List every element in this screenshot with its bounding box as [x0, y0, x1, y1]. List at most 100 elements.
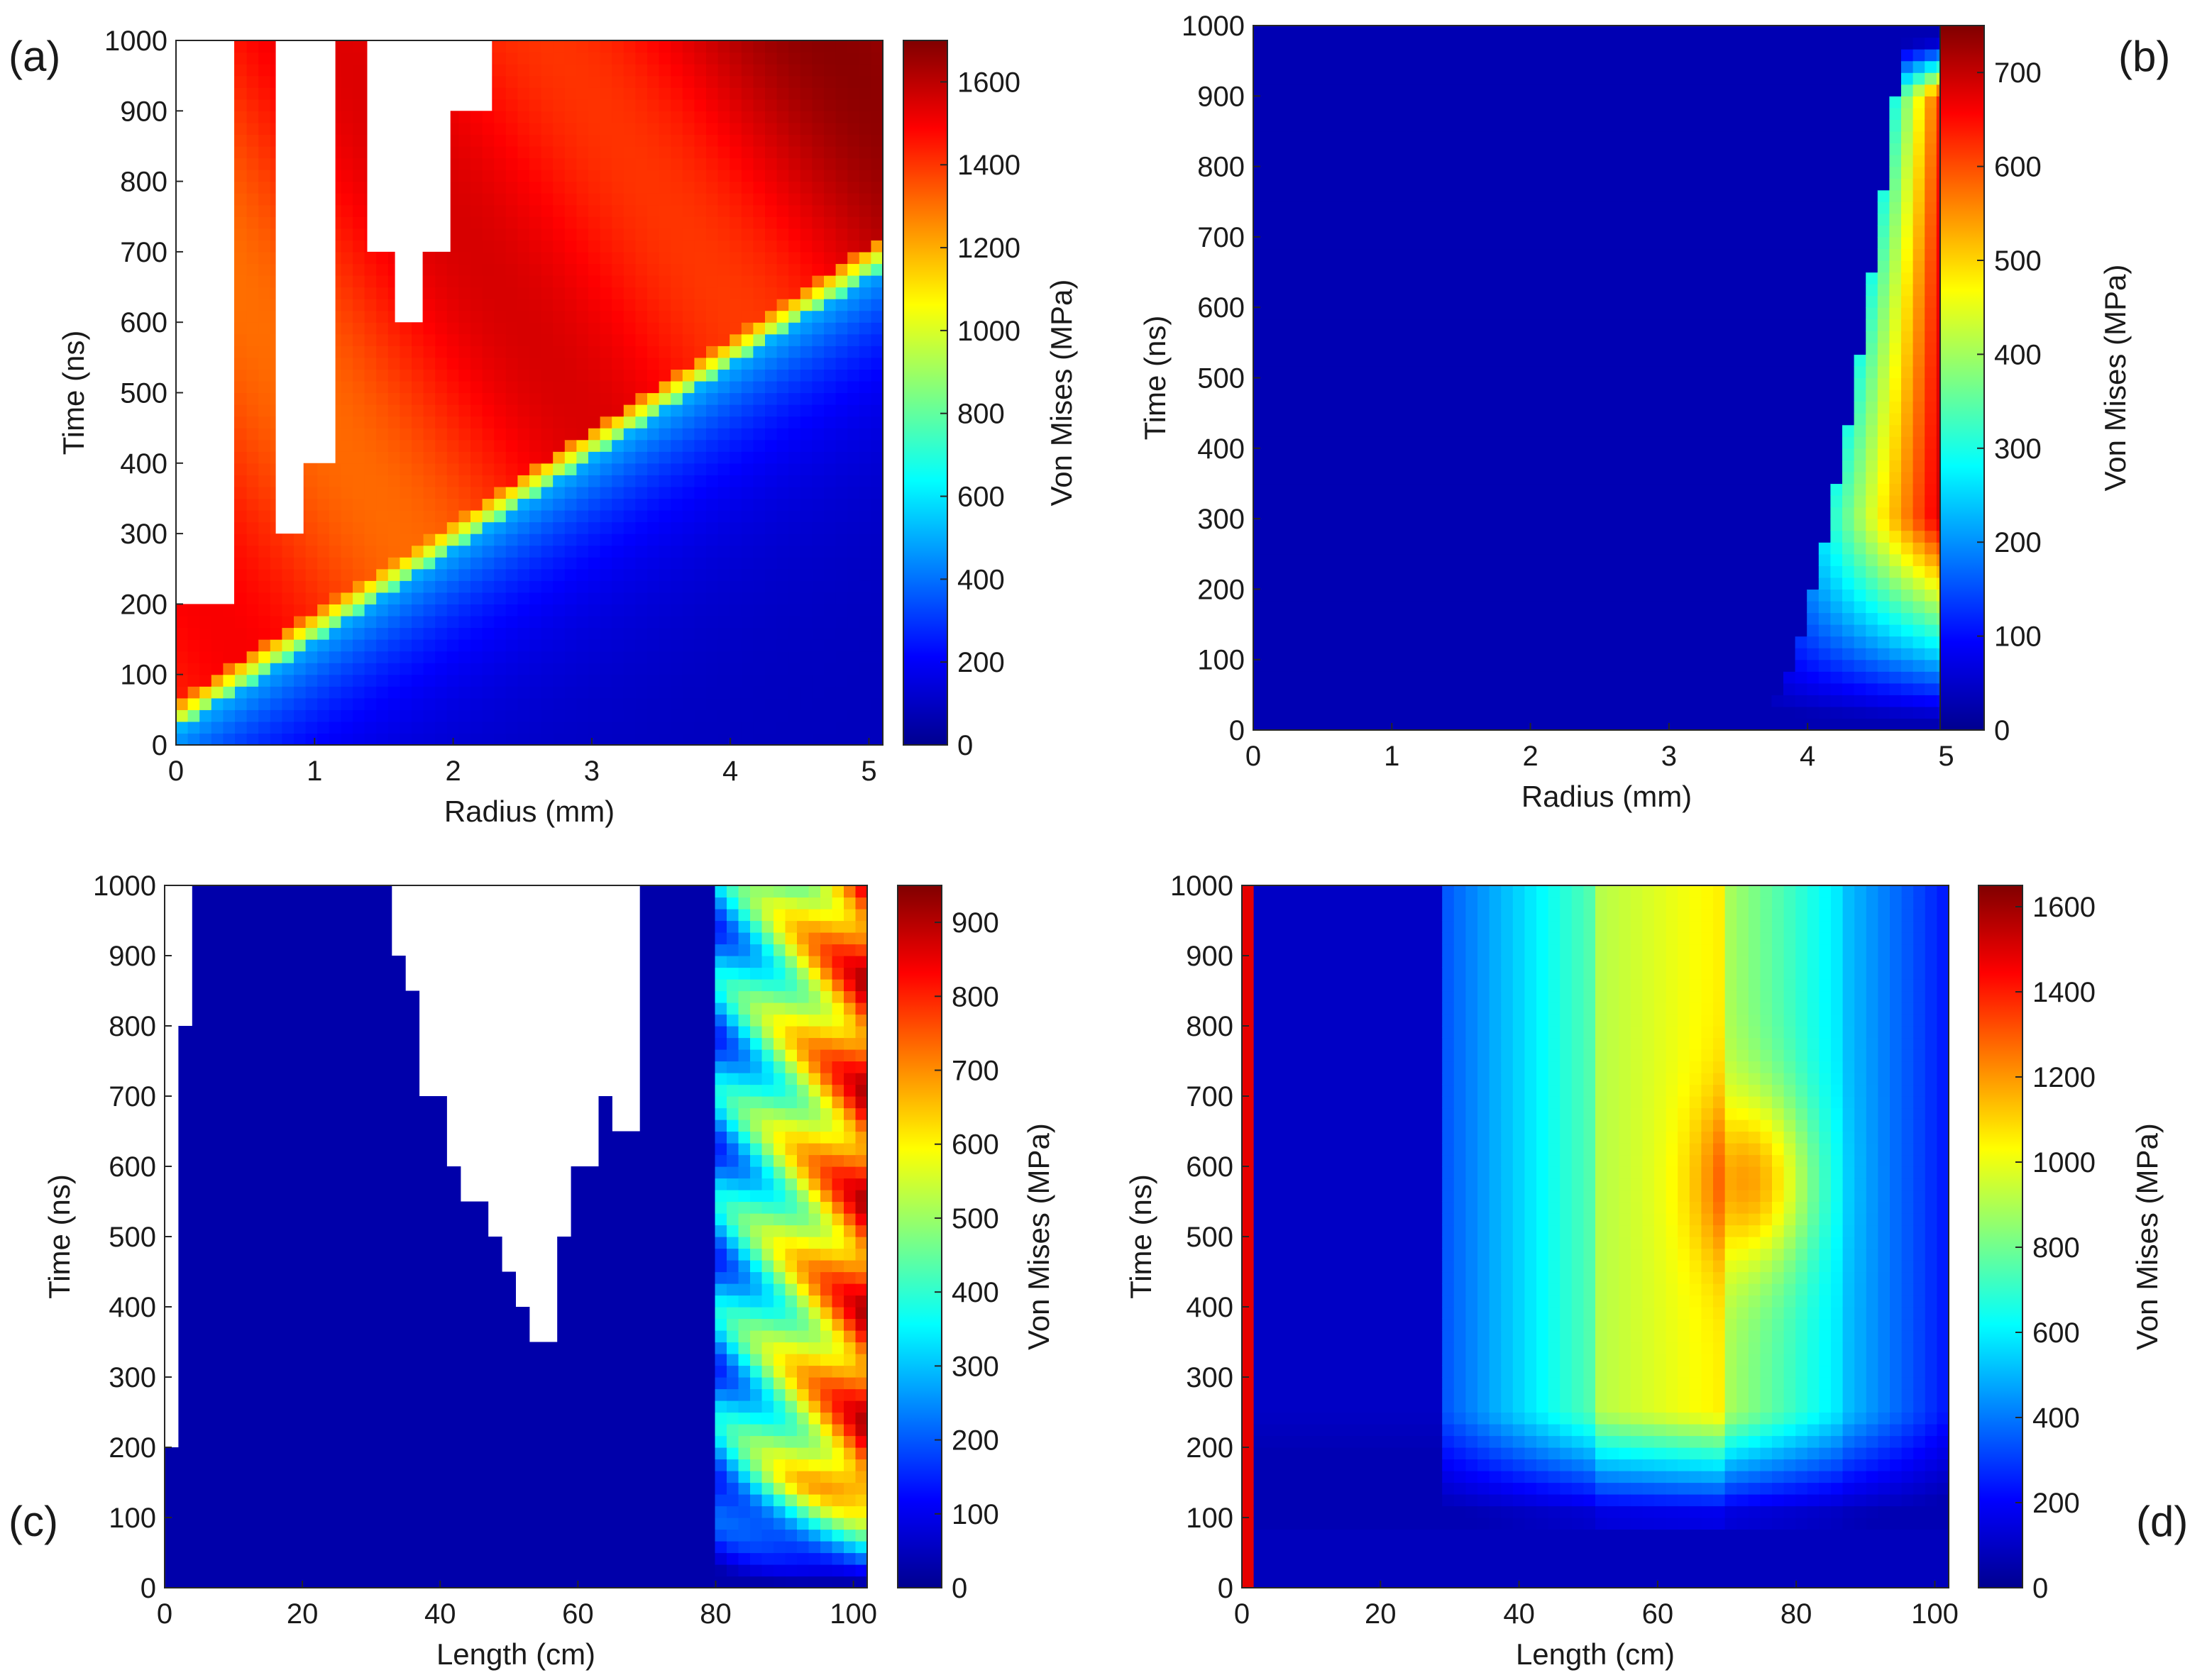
- heatmap-cell: [576, 568, 589, 581]
- heatmap-cell: [753, 240, 766, 253]
- heatmap-cell: [706, 251, 719, 265]
- heatmap-cell: [730, 193, 742, 206]
- heatmap-cell: [1336, 272, 1348, 284]
- heatmap-cell: [682, 333, 695, 346]
- heatmap-cell: [505, 604, 518, 617]
- heatmap-cell: [258, 40, 271, 53]
- heatmap-cell: [776, 557, 789, 570]
- heatmap-cell: [753, 404, 766, 417]
- heatmap-cell: [1371, 107, 1384, 120]
- heatmap-cell: [1371, 225, 1384, 238]
- heatmap-cell: [659, 52, 671, 65]
- heatmap-cell: [1477, 178, 1490, 191]
- heatmap-cell: [1465, 495, 1477, 508]
- heatmap-cell: [671, 475, 683, 487]
- heatmap-cell: [671, 204, 683, 217]
- heatmap-cell: [788, 170, 801, 182]
- heatmap-cell: [647, 204, 660, 217]
- heatmap-cell: [235, 580, 248, 593]
- heatmap-cell: [458, 498, 471, 511]
- heatmap-cell: [765, 439, 778, 452]
- heatmap-cell: [812, 404, 825, 417]
- heatmap-cell: [235, 627, 248, 640]
- heatmap-cell: [765, 592, 778, 604]
- heatmap-cell: [1347, 260, 1360, 273]
- heatmap-cell: [576, 228, 589, 241]
- heatmap-cell: [1441, 624, 1454, 637]
- heatmap-cell: [671, 721, 683, 734]
- heatmap-cell: [470, 604, 483, 617]
- heatmap-cell: [612, 275, 624, 288]
- heatmap-cell: [1382, 648, 1395, 661]
- heatmap-cell: [694, 333, 707, 346]
- heatmap-cell: [541, 615, 554, 629]
- heatmap-cell: [1359, 682, 1372, 695]
- heatmap-cell: [482, 534, 495, 546]
- heatmap-cell: [694, 733, 707, 746]
- colorbar-tick-label: 400: [957, 564, 1005, 595]
- heatmap-cell: [588, 145, 601, 159]
- heatmap-cell: [717, 627, 730, 640]
- heatmap-cell: [824, 663, 837, 675]
- heatmap-cell: [505, 639, 518, 652]
- heatmap-cell: [564, 369, 577, 382]
- heatmap-cell: [317, 557, 330, 570]
- heatmap-cell: [1477, 272, 1490, 284]
- heatmap-cell: [600, 651, 612, 663]
- heatmap-cell: [824, 346, 837, 358]
- heatmap-cell: [282, 592, 295, 604]
- heatmap-cell: [1277, 460, 1289, 472]
- heatmap-cell: [1312, 96, 1325, 109]
- heatmap-cell: [387, 322, 400, 335]
- heatmap-cell: [1430, 389, 1443, 402]
- heatmap-cell: [482, 299, 495, 311]
- heatmap-cell: [600, 451, 612, 464]
- heatmap-cell: [364, 322, 377, 335]
- heatmap-cell: [1406, 460, 1419, 472]
- heatmap-cell: [1394, 155, 1407, 167]
- heatmap-cell: [494, 310, 507, 323]
- heatmap-cell: [835, 145, 848, 159]
- heatmap-cell: [765, 615, 778, 629]
- heatmap-cell: [835, 369, 848, 382]
- heatmap-cell: [1489, 225, 1502, 238]
- heatmap-cell: [1347, 624, 1360, 637]
- heatmap-cell: [1489, 483, 1502, 496]
- heatmap-cell: [1465, 155, 1477, 167]
- heatmap-cell: [659, 615, 671, 629]
- heatmap-cell: [470, 592, 483, 604]
- heatmap-cell: [623, 416, 636, 429]
- heatmap-cell: [1265, 448, 1277, 460]
- heatmap-cell: [1277, 331, 1289, 343]
- heatmap-cell: [1253, 636, 1266, 648]
- heatmap-cell: [376, 333, 389, 346]
- heatmap-cell: [847, 486, 860, 499]
- heatmap-cell: [494, 263, 507, 276]
- heatmap-cell: [1336, 201, 1348, 214]
- heatmap-cell: [341, 287, 353, 299]
- heatmap-cell: [800, 357, 813, 370]
- heatmap-cell: [706, 463, 719, 475]
- heatmap-cell: [1300, 682, 1313, 695]
- heatmap-cell: [717, 510, 730, 523]
- heatmap-cell: [494, 75, 507, 88]
- heatmap-cell: [1323, 612, 1336, 625]
- heatmap-cell: [812, 604, 825, 617]
- heatmap-cell: [588, 99, 601, 111]
- heatmap-cell: [364, 534, 377, 546]
- heatmap-cell: [317, 568, 330, 581]
- heatmap-cell: [235, 674, 248, 687]
- heatmap-cell: [482, 428, 495, 441]
- heatmap-cell: [364, 604, 377, 617]
- heatmap-cell: [635, 651, 648, 663]
- heatmap-cell: [517, 287, 530, 299]
- heatmap-cell: [341, 721, 353, 734]
- heatmap-cell: [1371, 565, 1384, 578]
- heatmap-cell: [364, 651, 377, 663]
- heatmap-cell: [635, 87, 648, 100]
- heatmap-cell: [623, 545, 636, 558]
- heatmap-cell: [859, 263, 871, 276]
- heatmap-cell: [246, 333, 259, 346]
- heatmap-cell: [494, 697, 507, 710]
- heatmap-cell: [1465, 272, 1477, 284]
